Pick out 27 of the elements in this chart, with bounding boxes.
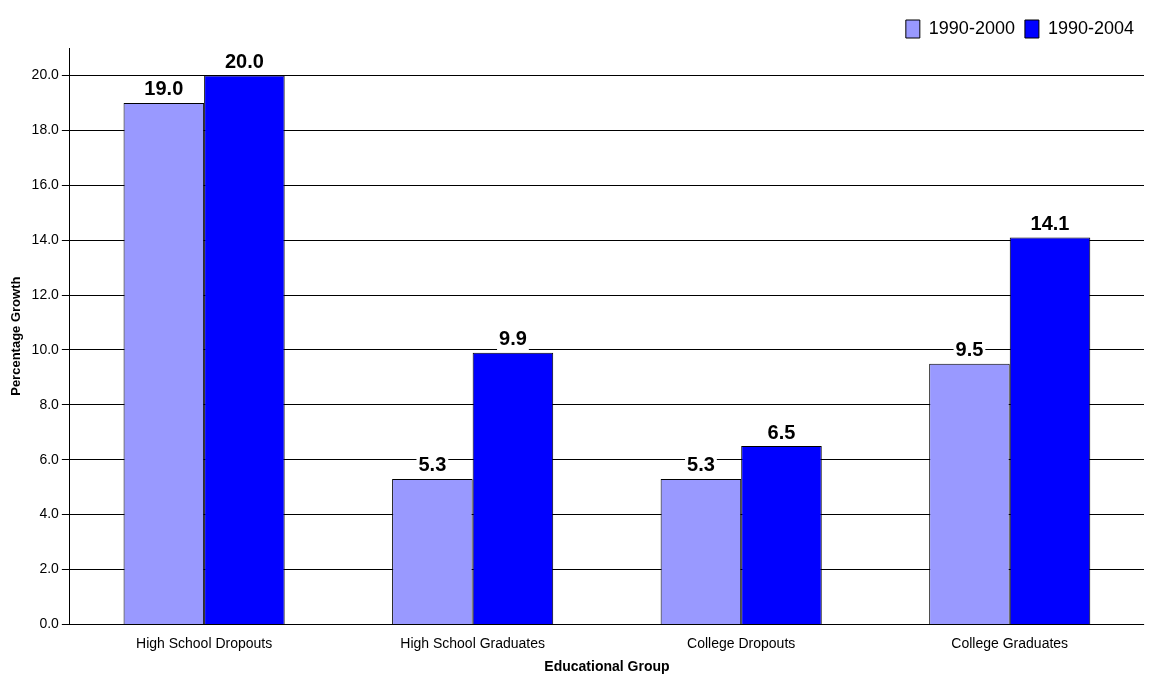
y-tick-label: 20.0 — [31, 66, 60, 83]
data-label: 9.5 — [955, 338, 984, 361]
data-label: 5.3 — [687, 453, 715, 476]
data-label: 14.1 — [1030, 211, 1070, 234]
y-tick-label: 2.0 — [39, 560, 60, 577]
y-tick-label: 4.0 — [39, 505, 60, 522]
legend-label: 1990-2000 — [928, 17, 1015, 38]
y-tick-label: 10.0 — [31, 340, 60, 357]
data-label: 6.5 — [767, 420, 796, 443]
y-tick-label: 6.0 — [39, 450, 60, 467]
x-tick-label: High School Dropouts — [136, 634, 273, 651]
x-axis-title: Educational Group — [544, 658, 670, 675]
x-tick-label: College Graduates — [951, 634, 1069, 651]
data-label: 19.0 — [144, 77, 184, 100]
x-tick-label: College Dropouts — [687, 634, 796, 651]
y-tick-label: 14.0 — [31, 230, 60, 247]
data-label: 5.3 — [418, 453, 447, 476]
y-tick-label: 12.0 — [31, 285, 60, 302]
y-tick-label: 8.0 — [39, 395, 60, 412]
y-axis-title: Percentage Growth — [8, 276, 24, 396]
data-label: 9.9 — [499, 327, 527, 350]
legend-label: 1990-2004 — [1047, 17, 1135, 38]
y-tick-label: 0.0 — [39, 615, 60, 632]
y-tick-label: 18.0 — [31, 121, 60, 138]
data-label: 20.0 — [224, 49, 264, 72]
y-tick-label: 16.0 — [31, 176, 60, 193]
x-tick-label: High School Graduates — [400, 634, 546, 651]
